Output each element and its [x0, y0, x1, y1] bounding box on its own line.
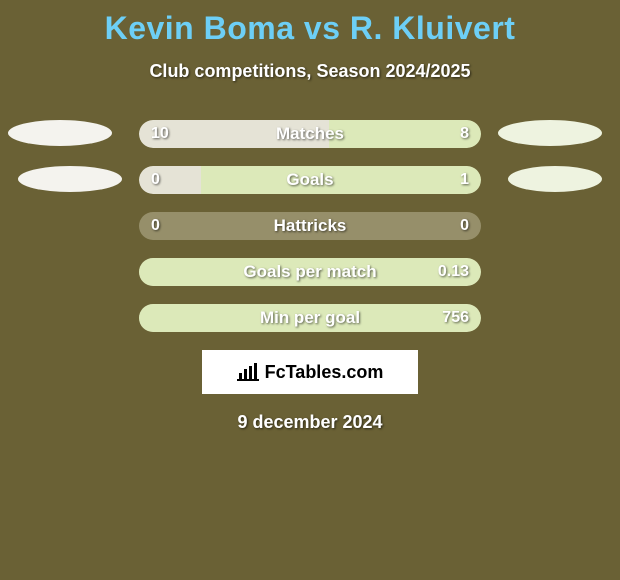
- stat-row: Min per goal 756: [139, 304, 481, 332]
- stats-rows: Matches 10 8 Goals 0 1 Hattricks 0 0 Goals per ma…: [0, 120, 620, 332]
- brand-box: FcTables.com: [202, 350, 418, 394]
- stat-label: Goals: [286, 170, 333, 190]
- stat-value-left: 0: [151, 171, 160, 189]
- stat-value-right: 1: [460, 171, 469, 189]
- stat-label: Min per goal: [260, 308, 360, 328]
- comparison-card: Kevin Boma vs R. Kluivert Club competiti…: [0, 0, 620, 433]
- player-right-ellipse-2: [508, 166, 602, 192]
- stat-label: Matches: [276, 124, 344, 144]
- stat-value-right: 0: [460, 217, 469, 235]
- comparison-title: Kevin Boma vs R. Kluivert: [0, 10, 620, 47]
- stat-label: Goals per match: [243, 262, 376, 282]
- stat-row: Goals per match 0.13: [139, 258, 481, 286]
- comparison-subtitle: Club competitions, Season 2024/2025: [0, 61, 620, 82]
- stat-value-left: 10: [151, 125, 169, 143]
- stat-row: Goals 0 1: [139, 166, 481, 194]
- player-left-ellipse-2: [18, 166, 122, 192]
- stat-fill-right: [201, 166, 481, 194]
- player-right-ellipse-1: [498, 120, 602, 146]
- stat-value-right: 756: [442, 309, 469, 327]
- stat-value-left: 0: [151, 217, 160, 235]
- stat-value-right: 0.13: [438, 263, 469, 281]
- stat-fill-right: [329, 120, 481, 148]
- stat-value-right: 8: [460, 125, 469, 143]
- date-text: 9 december 2024: [0, 412, 620, 433]
- stat-row: Hattricks 0 0: [139, 212, 481, 240]
- bar-chart-icon: [237, 363, 259, 381]
- player-left-ellipse-1: [8, 120, 112, 146]
- stat-label: Hattricks: [274, 216, 347, 236]
- stat-fill-left: [139, 166, 201, 194]
- brand-text: FcTables.com: [265, 362, 384, 383]
- stat-row: Matches 10 8: [139, 120, 481, 148]
